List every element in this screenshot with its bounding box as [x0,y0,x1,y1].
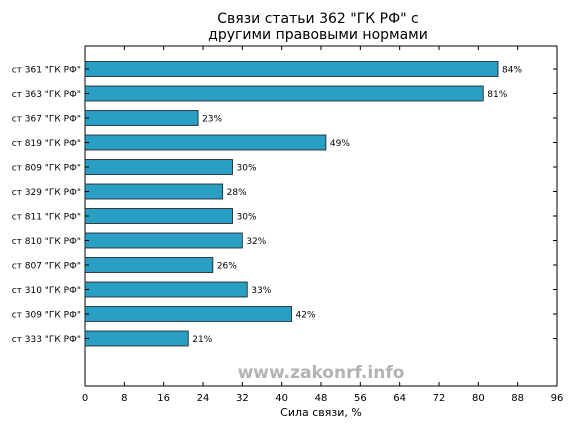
bar [84,134,327,151]
category-label: ст 367 "ГК РФ" [12,115,81,125]
bar [84,183,224,200]
category-label: ст 809 "ГК РФ" [12,164,81,174]
category-label: ст 309 "ГК РФ" [12,311,81,321]
bar [84,306,292,322]
data-label: 81% [487,90,507,100]
data-label: 26% [217,262,237,272]
chart-title-line-1: Связи статьи 362 "ГК РФ" с [217,11,418,27]
data-label: 84% [502,66,522,76]
category-label: ст 361 "ГК РФ" [12,66,81,76]
x-tick-label: 96 [551,393,564,404]
data-label: 42% [296,311,316,321]
x-tick-label: 40 [275,393,288,404]
category-label: ст 333 "ГК РФ" [12,335,81,345]
bar [84,281,248,298]
x-tick-label: 0 [82,393,88,404]
category-label: ст 807 "ГК РФ" [12,262,81,272]
bar [84,110,199,126]
bar [84,257,214,273]
data-label: 23% [202,115,222,125]
watermark-text: www.zakonrf.info [238,363,405,383]
category-label: ст 310 "ГК РФ" [12,286,81,296]
x-tick-label: 32 [236,393,249,404]
category-label: ст 329 "ГК РФ" [12,188,81,198]
bar [84,208,233,224]
data-label: 21% [192,335,212,345]
category-label: ст 811 "ГК РФ" [12,213,81,223]
bar [84,85,484,102]
category-label: ст 810 "ГК РФ" [12,237,81,247]
x-tick-label: 64 [393,393,406,404]
x-tick-label: 72 [433,393,446,404]
category-label: ст 819 "ГК РФ" [12,139,81,149]
category-labels: ст 361 "ГК РФ" ст 363 "ГК РФ" ст 367 "ГК Р… [12,66,81,346]
bar [84,232,243,249]
x-tick-label: 16 [157,393,170,404]
x-tick-label: 56 [354,393,367,404]
x-tick-label: 24 [197,393,210,404]
x-tick-label: 88 [511,393,524,404]
x-tick-label: 48 [315,393,328,404]
x-tick-label: 8 [121,393,127,404]
chart-title-line-2: другими правовыми нормами [208,27,428,43]
data-label: 33% [251,286,271,296]
data-label: 32% [246,237,266,247]
data-label: 28% [227,188,247,198]
data-labels: 84% 81% 23% 49% 30% 28% 30% 32% 26% 33% 42% 21% [192,66,522,346]
x-axis-ticks: 0 8 16 24 32 40 48 56 64 72 80 88 96 [82,46,564,404]
bars-group [84,61,557,347]
category-label: ст 363 "ГК РФ" [12,90,81,100]
data-label: 49% [330,139,350,149]
bar [84,330,189,347]
x-axis-label: Сила связи, % [280,406,362,419]
data-label: 30% [237,164,257,174]
data-label: 30% [237,213,257,223]
x-tick-label: 80 [472,393,485,404]
bar [84,159,233,175]
bar [84,61,499,77]
